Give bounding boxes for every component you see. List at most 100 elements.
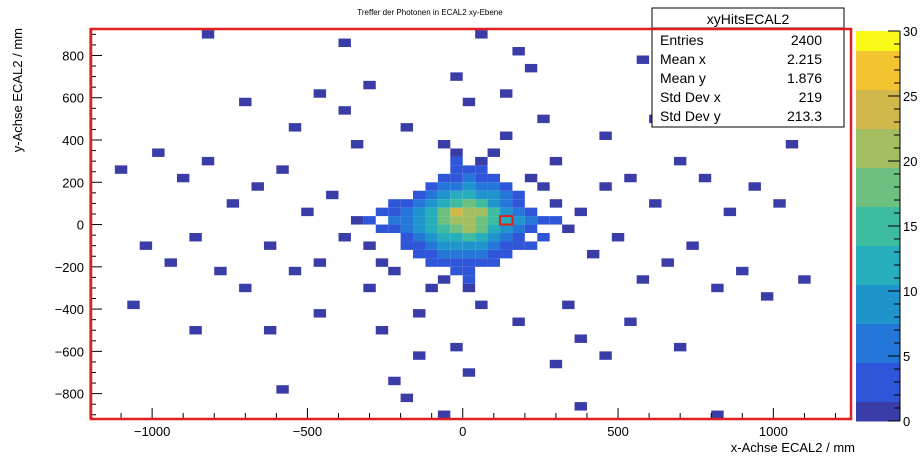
heatmap-cell [114,165,128,174]
y-tick-label: −600 [55,344,84,359]
heatmap-cell [276,165,289,174]
heatmap-cell [537,182,550,191]
heatmap-cell [524,224,538,234]
heatmap-cell [400,199,414,208]
heatmap-cell [487,241,500,250]
highlighted-cell [499,215,514,226]
heatmap-cell [363,241,376,250]
heatmap-cell [437,190,451,200]
y-tick-label: 0 [77,218,84,233]
heatmap-cell [537,233,550,242]
heatmap-cell [450,199,463,208]
heatmap-cell [375,258,389,267]
heatmap-cell [350,140,364,149]
heatmap-cell [475,30,488,39]
heatmap-cell [425,224,438,234]
colorbar-segment [856,31,900,51]
heatmap-cell [462,207,476,217]
heatmap-cell [437,199,451,208]
y-tick-label: −800 [55,387,84,402]
heatmap-cell [375,207,389,217]
heatmap-cell [288,266,302,276]
heatmap-cell [425,207,438,217]
heatmap-cell [413,309,426,318]
heatmap-cell [425,241,438,250]
heatmap-cell [450,182,463,191]
color-scale-bar: 0 5 10 15 20 25 30 [856,24,917,429]
heatmap-cell [437,275,451,284]
y-tick-label: −200 [55,260,84,275]
heatmap-cell [425,216,438,225]
heatmap-cell [326,190,339,200]
heatmap-cell [152,148,165,157]
heatmap-cell [475,249,488,259]
heatmap-cell [437,233,451,242]
colorbar-segment [856,167,900,188]
heatmap-cell [760,292,774,301]
heatmap-cell [599,351,612,360]
stats-row-value: 2400 [791,32,822,48]
heatmap-cell [462,173,476,183]
heatmap-cell [388,207,401,217]
heatmap-cell [599,182,612,191]
heatmap-cell [388,199,401,208]
heatmap-cell [512,207,525,217]
heatmap-cell [450,173,463,183]
heatmap-cell [450,241,463,250]
heatmap-cell [549,199,563,208]
heatmap-cell [798,275,811,284]
heatmap-cell [512,317,525,326]
heatmap-cell [649,199,662,208]
heatmap-cell [462,249,476,259]
colorbar-segment [856,50,900,71]
stats-row-label: Mean y [660,70,706,86]
stats-box-name: xyHitsECAL2 [707,11,790,27]
heatmap-cell [450,233,463,242]
heatmap-cell [189,326,202,335]
colorbar-segment [856,382,900,402]
heatmap-cell [462,224,476,234]
heatmap-cell [711,283,724,293]
heatmap-cell [624,173,637,183]
heatmap-cell [263,326,277,335]
heatmap-cell [363,216,376,225]
heatmap-cell [462,241,476,250]
heatmap-cell [450,190,463,200]
colorbar-segment [856,89,900,110]
colorbar-tick-label: 30 [903,24,917,39]
heatmap-cell [462,216,476,225]
heatmap-cell [500,182,513,191]
stats-row-label: Entries [660,32,704,48]
heatmap-cell [400,393,414,403]
y-tick-label: 400 [62,133,84,148]
heatmap-cell [673,156,687,166]
y-tick-label: −400 [55,302,84,317]
heatmap-cell [686,241,699,250]
heatmap-cell [500,131,513,141]
heatmap-cell [164,258,177,267]
colorbar-segment [856,323,900,344]
heatmap-cell [450,266,463,276]
y-tick-label: 200 [62,175,84,190]
heatmap-cell [487,173,500,183]
heatmap-cell [437,224,451,234]
colorbar-tick-label: 0 [903,414,910,429]
heatmap-cell [413,190,426,200]
heatmap-cell [251,182,264,191]
heatmap-cell [574,402,587,411]
heatmap-cell [437,207,451,217]
heatmap-cell [574,334,587,343]
heatmap-cell [562,224,575,234]
heatmap-cell [313,258,327,267]
colorbar-segment [856,148,900,168]
heatmap-cell [512,233,525,242]
colorbar-tick-label: 5 [903,349,910,364]
heatmap-cell [723,207,737,217]
heatmap-cell [363,80,376,90]
x-tick-label: 0 [459,424,466,439]
heatmap-cell [413,207,426,217]
heatmap-cell [239,283,252,293]
x-tick-label: 1000 [759,424,788,439]
colorbar-segment [856,304,900,324]
